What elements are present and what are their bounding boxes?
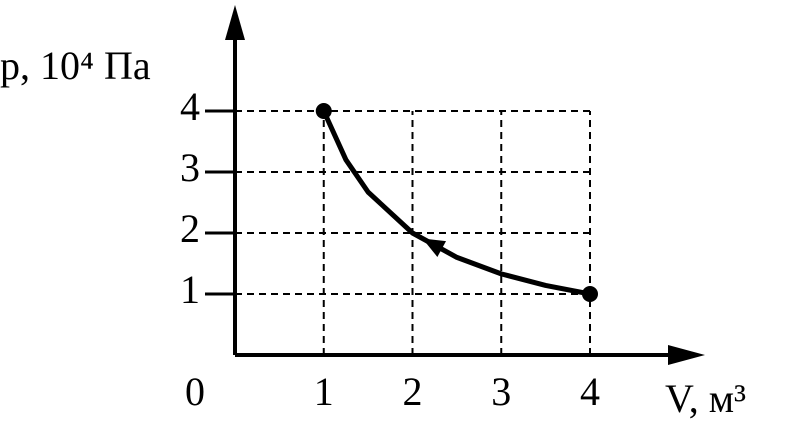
process-curve [321, 109, 591, 297]
x-tick-label: 2 [403, 369, 423, 414]
x-axis-label: V, м³ [665, 376, 746, 421]
y-axis-label: p, 10⁴ Па [0, 43, 151, 88]
y-tick-label: 2 [180, 206, 200, 251]
x-tick-label: 1 [314, 369, 334, 414]
y-axis-arrow [225, 5, 245, 40]
direction-arrow [422, 238, 447, 257]
x-tick-label: 0 [185, 369, 205, 414]
y-tick-label: 3 [180, 145, 200, 190]
state-point [582, 286, 598, 302]
x-tick-label: 3 [491, 369, 511, 414]
x-tick-label: 4 [580, 369, 600, 414]
state-point [315, 103, 332, 119]
y-tick-label: 1 [180, 267, 200, 312]
x-axis-arrow [668, 345, 705, 365]
y-tick-label: 4 [180, 84, 200, 129]
